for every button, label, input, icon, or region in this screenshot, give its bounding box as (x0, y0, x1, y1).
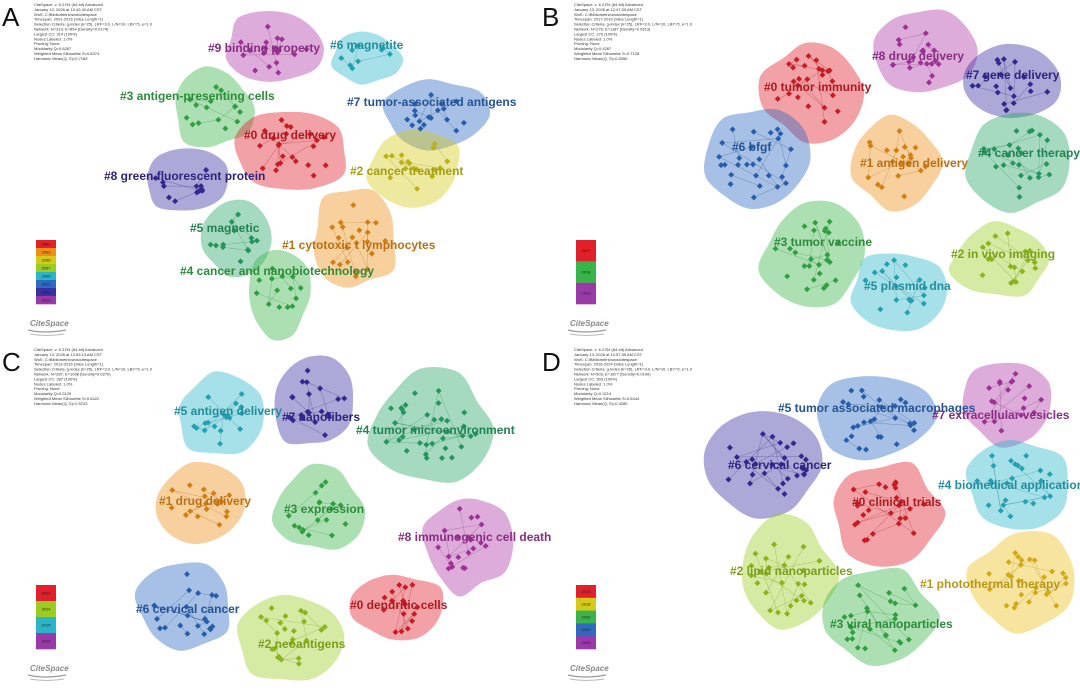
panel-letter: C (2, 347, 21, 377)
panel-c: C CiteSpace, v. 6.2.R4 (64-bit) AdvancedJ… (2, 347, 551, 681)
legend-year-label: 2003 (42, 249, 52, 254)
cluster-label-tumor-vaccine: #3 tumor vaccine (774, 235, 872, 249)
panel-letter: A (2, 2, 20, 32)
cluster-label-magnetic: #5 magnetic (190, 221, 260, 235)
legend-year-label: 2005 (42, 257, 52, 262)
cluster-label-biomedical-applications: #4 biomedical applications (938, 478, 1080, 492)
logo-swoosh (570, 334, 604, 336)
logo-wordmark: CiteSpace (570, 319, 609, 328)
header-line: Harmonic Mean(Q, S)=0.4289 (574, 401, 628, 406)
cluster-label-binding-property: #9 binding property (208, 41, 320, 55)
cluster-label-tumor-associated-antigens: #7 tumor-associated antigens (347, 95, 517, 109)
cluster-label-dendritic-cells: #0 dendritic cells (350, 598, 448, 612)
cluster-label-tumor-immunity: #0 tumor immunity (764, 80, 872, 94)
citespace-logo: CiteSpace (28, 319, 69, 336)
cluster-label-antigen-delivery: #5 antigen delivery (174, 404, 282, 418)
logo-wordmark: CiteSpace (30, 319, 69, 328)
cluster-label-bfgf: #6 bfgf (732, 140, 772, 154)
legend-year-label: 2013 (42, 289, 52, 294)
legend-year-label: 2015 (42, 297, 52, 302)
cluster-label-cancer-and-nanobiotechnology: #4 cancer and nanobiotechnology (180, 264, 374, 278)
year-color-legend: 2017 2018 2019 (576, 240, 596, 304)
logo-wordmark: CiteSpace (570, 664, 609, 673)
cluster-area-cancer-therapy (965, 113, 1070, 213)
legend-year-label: 2009 (42, 273, 52, 278)
cluster-label-drug-delivery: #0 drug delivery (244, 128, 336, 142)
cluster-label-nanofibers: #7 nanofibers (282, 410, 360, 424)
cluster-label-green-fluorescent-protein: #8 green fluorescent protein (104, 169, 265, 183)
cluster-label-cytotoxic-t-lymphocytes: #1 cytotoxic t lymphocytes (282, 238, 436, 252)
legend-year-label: 2013 (42, 590, 52, 595)
legend-year-label: 2015 (42, 622, 52, 627)
panel-letter: D (542, 347, 561, 377)
legend-year-label: 2024 (582, 640, 592, 645)
cluster-label-immunogenic-cell-death: #8 immunogenic cell death (398, 530, 551, 544)
cluster-label-antigen-delivery: #1 antigen delivery (860, 156, 968, 170)
legend-year-label: 2018 (582, 269, 592, 274)
cluster-label-neoantigens: #2 neoantigens (258, 637, 346, 651)
logo-swoosh (28, 675, 66, 677)
cluster-label-gene-delivery: #7 gene delivery (966, 68, 1060, 82)
analysis-header: CiteSpace, v. 6.2.R4 (64-bit) AdvancedJa… (574, 2, 693, 61)
legend-year-label: 2011 (42, 281, 51, 286)
panel-d: D CiteSpace, v. 6.2.R4 (64-bit) AdvancedJ… (542, 347, 1080, 681)
cluster-area-tumor-vaccine (758, 201, 865, 308)
legend-year-label: 2017 (582, 248, 592, 253)
citespace-logo: CiteSpace (568, 319, 609, 336)
cluster-label-tumor-microenvironment: #4 tumor microenvironment (356, 423, 515, 437)
legend-year-label: 2020 (582, 614, 592, 619)
cluster-label-cervical-cancer: #6 cervical cancer (728, 458, 832, 472)
cluster-label-lipid-nanoparticles: #2 lipid nanoparticles (730, 564, 853, 578)
cluster-label-extracellular-vesicles: #7 extracellular vesicles (932, 408, 1070, 422)
legend-year-label: 2014 (42, 606, 52, 611)
logo-swoosh (30, 334, 64, 336)
legend-year-label: 2001 (42, 241, 52, 246)
cluster-label-cancer-treatment: #2 cancer treatment (350, 164, 463, 178)
logo-swoosh (568, 330, 606, 332)
cluster-label-cancer-therapy: #4 cancer therapy (978, 146, 1080, 160)
cluster-label-clinical-trials: #0 clinical trials (852, 495, 942, 509)
cluster-label-in-vivo-imaging: #2 in vivo imaging (951, 247, 1055, 261)
panel-a: A CiteSpace, v. 6.2.R4 (64-bit) AdvancedJ… (2, 2, 517, 341)
cluster-area-tumor-associated-macrophages (817, 376, 937, 460)
panel-letter: B (542, 2, 559, 32)
citespace-logo: CiteSpace (568, 664, 609, 681)
header-line: Harmonic Mean(Q, S)=0.5356 (574, 56, 628, 61)
cluster-label-drug-delivery: #1 drug delivery (159, 494, 251, 508)
cluster-area-nanofibers (275, 355, 354, 444)
logo-swoosh (28, 330, 66, 332)
cluster-label-photothermal-therapy: #1 photothermal therapy (920, 577, 1060, 591)
year-color-legend: 2016 2018 2020 2022 2024 (576, 585, 596, 649)
legend-year-label: 2007 (42, 265, 52, 270)
analysis-header: CiteSpace, v. 6.2.R4 (64-bit) AdvancedJa… (574, 347, 693, 406)
legend-year-label: 2016 (582, 589, 592, 594)
logo-swoosh (30, 679, 64, 681)
header-line: Harmonic Mean(Q, S)=0.7189 (34, 56, 88, 61)
legend-year-label: 2019 (582, 291, 592, 296)
cluster-label-antigen-presenting-cells: #3 antigen-presenting cells (120, 89, 275, 103)
cluster-label-cervical-cancer: #6 cervical cancer (136, 602, 240, 616)
legend-year-label: 2016 (42, 638, 52, 643)
citespace-logo: CiteSpace (28, 664, 69, 681)
cluster-label-magnetite: #6 magnetite (330, 38, 404, 52)
analysis-header: CiteSpace, v. 6.2.R4 (64-bit) AdvancedJa… (34, 347, 153, 406)
year-color-legend: 2013 2014 2015 2016 (36, 585, 56, 649)
cluster-label-plasmid-dna: #5 plasmid dna (864, 279, 951, 293)
legend-year-label: 2018 (582, 602, 592, 607)
analysis-header: CiteSpace, v. 6.2.R4 (64-bit) AdvancedJa… (34, 2, 153, 61)
panel-b: B CiteSpace, v. 6.2.R4 (64-bit) AdvancedJ… (542, 2, 1080, 336)
logo-wordmark: CiteSpace (30, 664, 69, 673)
cluster-label-drug-delivery: #8 drug delivery (872, 49, 964, 63)
cluster-label-expression: #3 expression (284, 502, 364, 516)
legend-year-label: 2022 (582, 627, 592, 632)
header-line: Harmonic Mean(Q, S)=0.5703 (34, 401, 88, 406)
year-color-legend: 2001 2003 2005 2007 2009 2011 2013 2015 (36, 240, 56, 304)
logo-swoosh (568, 675, 606, 677)
cluster-label-viral-nanoparticles: #3 viral nanoparticles (830, 617, 953, 631)
logo-swoosh (570, 679, 604, 681)
